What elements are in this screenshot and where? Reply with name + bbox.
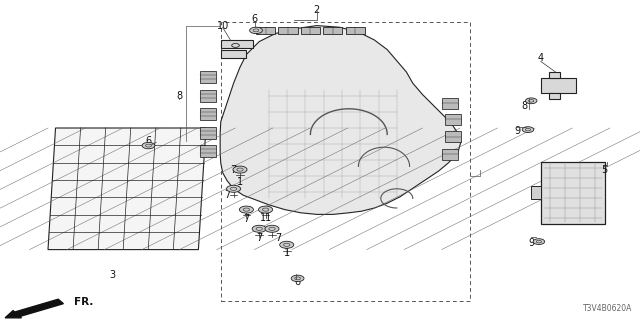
Polygon shape	[549, 72, 560, 78]
Circle shape	[252, 225, 266, 232]
Text: 6: 6	[252, 14, 258, 24]
Circle shape	[239, 206, 253, 213]
Polygon shape	[256, 27, 275, 34]
Text: 7: 7	[275, 233, 282, 244]
Polygon shape	[442, 98, 458, 109]
Circle shape	[142, 142, 155, 149]
Text: 7: 7	[224, 190, 230, 200]
Text: 1: 1	[284, 248, 290, 258]
Text: 8: 8	[176, 91, 182, 101]
Circle shape	[265, 225, 279, 232]
Polygon shape	[442, 149, 458, 160]
Text: 5: 5	[602, 164, 608, 175]
Polygon shape	[48, 128, 206, 250]
Text: 8: 8	[522, 100, 528, 111]
FancyArrow shape	[5, 299, 63, 318]
Polygon shape	[445, 114, 461, 125]
Polygon shape	[200, 71, 216, 83]
Polygon shape	[445, 131, 461, 142]
Circle shape	[280, 241, 294, 248]
Polygon shape	[531, 186, 541, 199]
Polygon shape	[200, 127, 216, 139]
Text: 4: 4	[538, 52, 544, 63]
Circle shape	[525, 98, 537, 104]
Text: FR.: FR.	[74, 297, 93, 308]
Polygon shape	[220, 26, 461, 214]
Text: 6: 6	[145, 136, 152, 146]
Text: 10: 10	[216, 20, 229, 31]
Polygon shape	[549, 93, 560, 99]
Circle shape	[533, 239, 545, 244]
Text: 7: 7	[256, 233, 262, 244]
Text: 9: 9	[514, 126, 520, 136]
Text: 11: 11	[259, 212, 272, 223]
Text: 1: 1	[237, 177, 243, 188]
Text: 9: 9	[528, 238, 534, 248]
Text: 7: 7	[230, 164, 237, 175]
Circle shape	[522, 127, 534, 132]
Polygon shape	[278, 27, 298, 34]
Circle shape	[233, 166, 247, 173]
Text: T3V4B0620A: T3V4B0620A	[583, 304, 632, 313]
Text: 3: 3	[109, 270, 115, 280]
Polygon shape	[323, 27, 342, 34]
Circle shape	[291, 275, 304, 282]
Polygon shape	[200, 90, 216, 102]
Circle shape	[259, 206, 273, 213]
Polygon shape	[346, 27, 365, 34]
Polygon shape	[541, 78, 576, 93]
Polygon shape	[200, 108, 216, 120]
Text: 2: 2	[314, 4, 320, 15]
Polygon shape	[221, 50, 246, 58]
Text: 6: 6	[294, 276, 301, 287]
Circle shape	[250, 27, 262, 34]
Polygon shape	[541, 162, 605, 224]
Circle shape	[227, 185, 241, 192]
Polygon shape	[200, 145, 216, 157]
Polygon shape	[301, 27, 320, 34]
Text: 7: 7	[243, 214, 250, 224]
Polygon shape	[221, 40, 253, 48]
